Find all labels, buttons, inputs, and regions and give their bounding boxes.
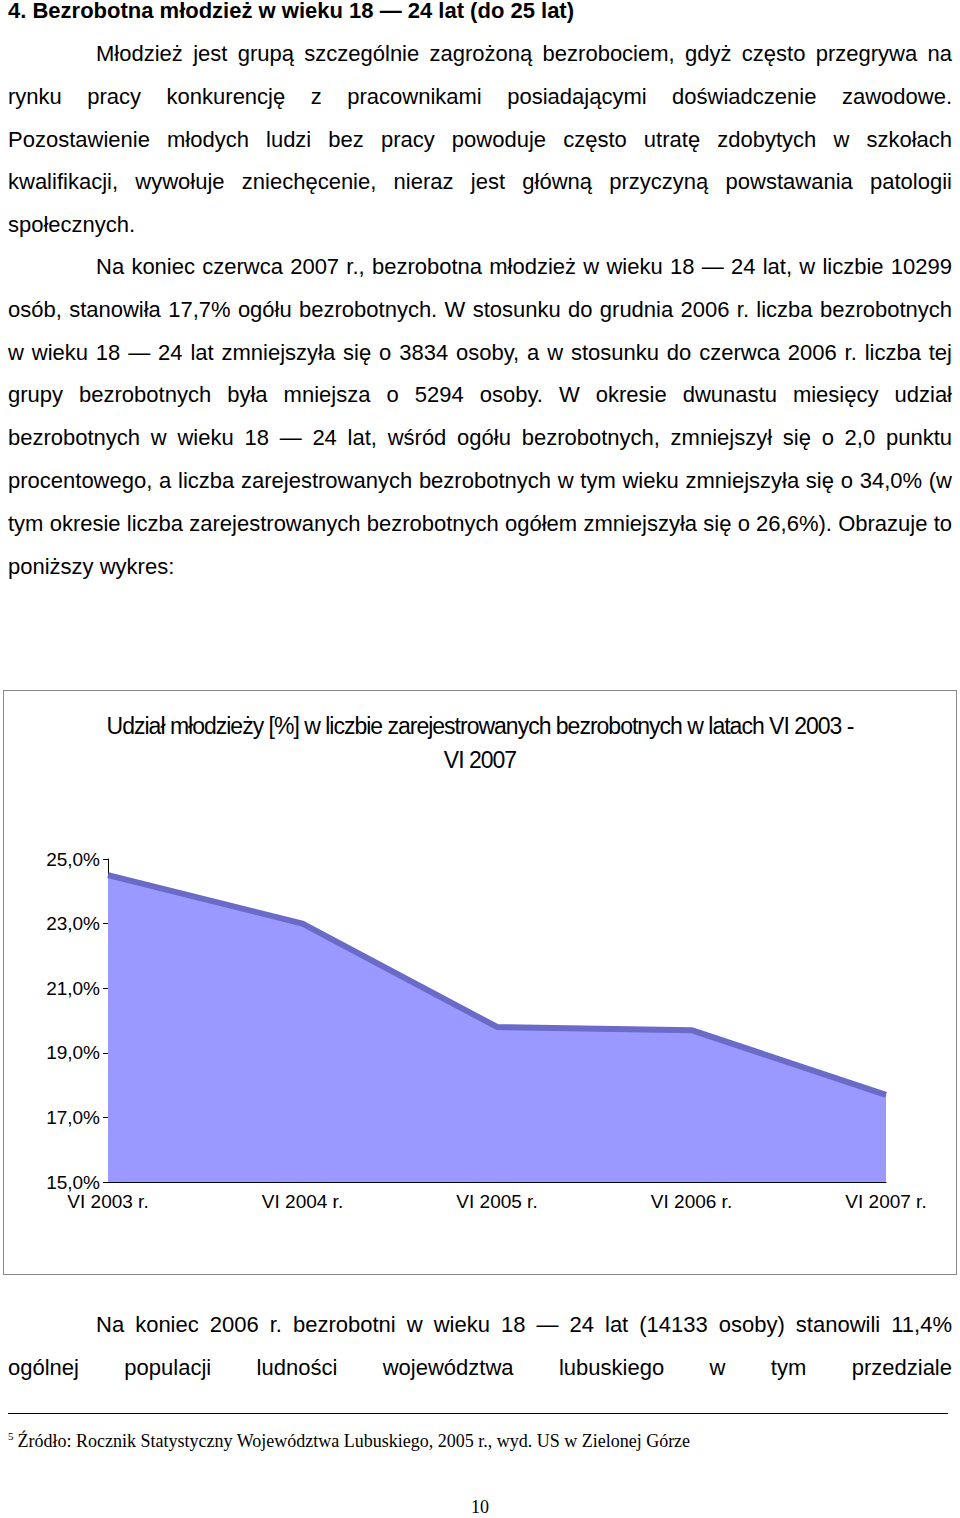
svg-text:23,0%: 23,0% [46,913,100,934]
svg-text:17,0%: 17,0% [46,1107,100,1128]
svg-text:VI 2003 r.: VI 2003 r. [67,1191,148,1212]
svg-text:VI 2004 r.: VI 2004 r. [262,1191,343,1212]
svg-text:15,0%: 15,0% [46,1172,100,1193]
svg-text:19,0%: 19,0% [46,1042,100,1063]
svg-text:VI 2007 r.: VI 2007 r. [845,1191,926,1212]
svg-text:25,0%: 25,0% [46,849,100,870]
html-text:5 Źródło: Rocznik Statystyczny: 5 Źródło: Rocznik Statystyczny Województ… [8,1430,691,1451]
html-text:Młodzież jest grupą szczególni: Młodzież jest grupą szczególnie zagrożon… [8,41,952,238]
html-text:10: 10 [471,1497,489,1517]
html-text:Udział młodzieży [%] w liczbie: Udział młodzieży [%] w liczbie zarejestr… [106,713,854,773]
svg-text:VI 2005 r.: VI 2005 r. [456,1191,537,1212]
svg-text:VI 2006 r.: VI 2006 r. [651,1191,732,1212]
html-text:Na koniec 2006 r. bezrobotni w: Na koniec 2006 r. bezrobotni w wieku 18 … [8,1312,952,1380]
html-text:Na koniec czerwca 2007 r., bez: Na koniec czerwca 2007 r., bezrobotna mł… [8,254,952,579]
svg-text:21,0%: 21,0% [46,978,100,999]
